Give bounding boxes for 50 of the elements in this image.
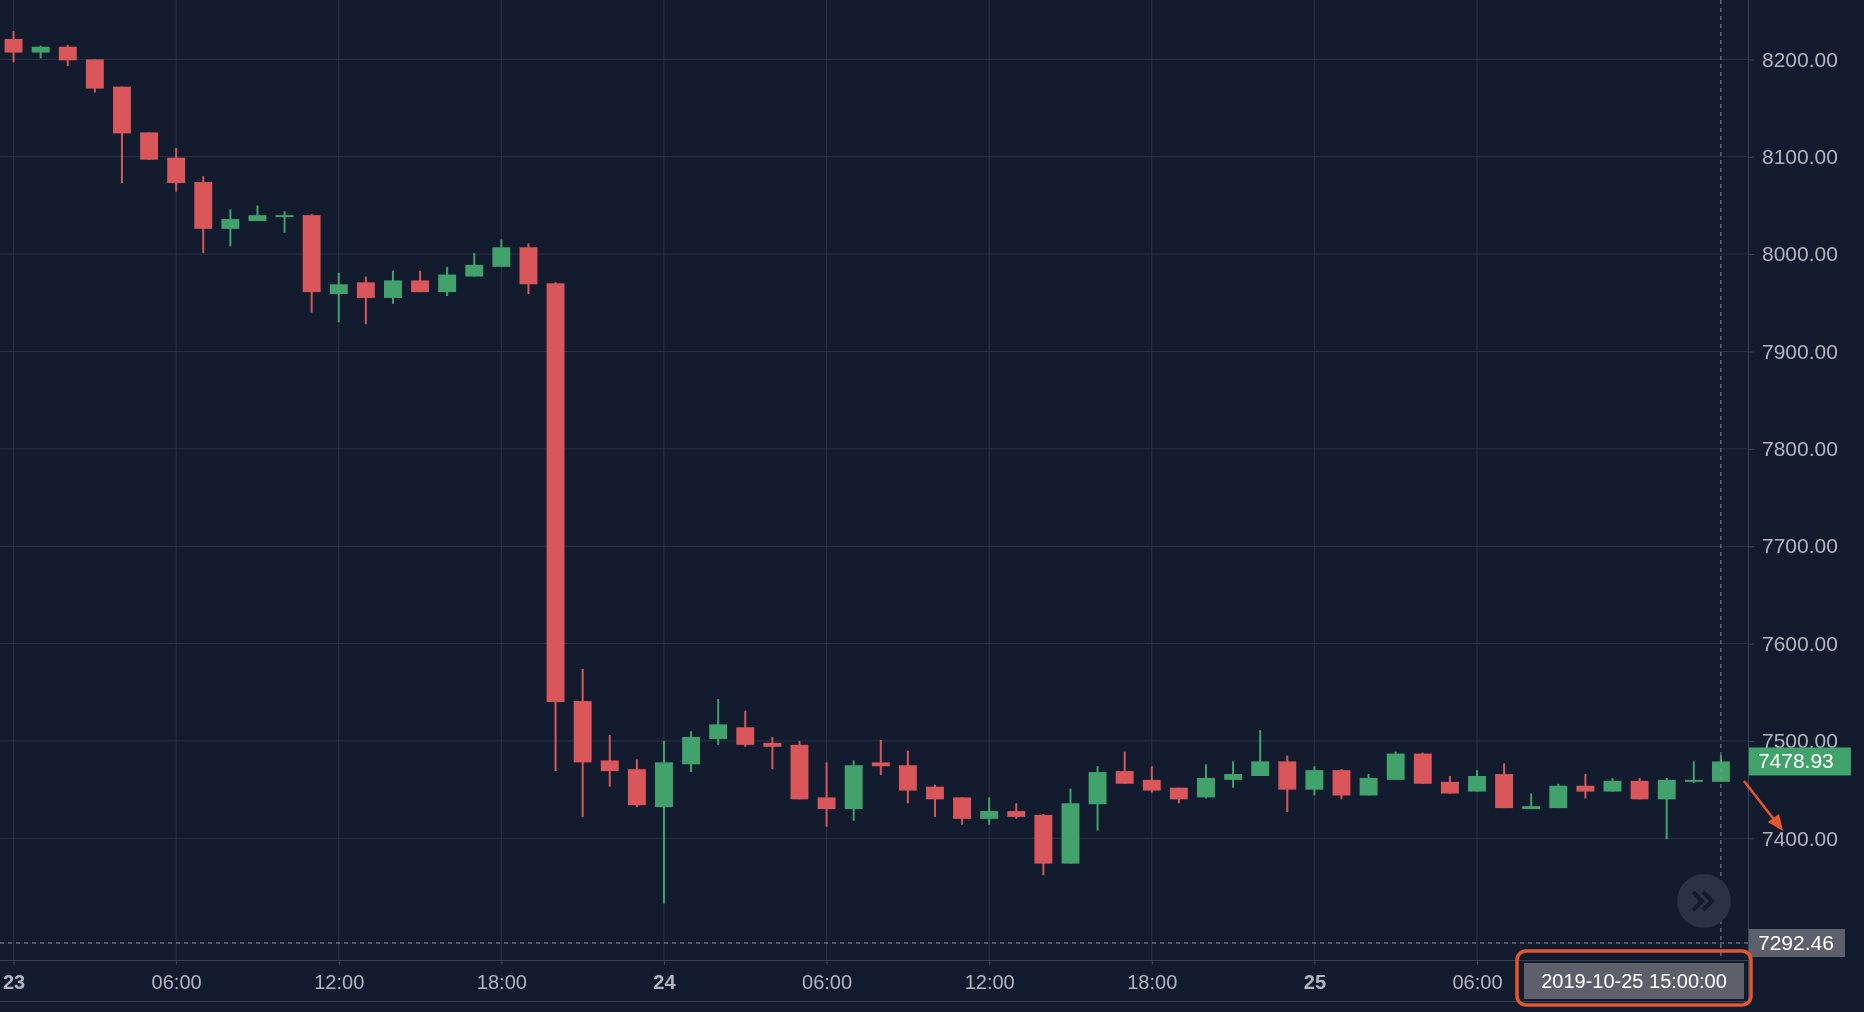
candlestick (1224, 760, 1243, 789)
ref-line-label: 2019-10-25 15:00:00 (1541, 970, 1727, 992)
y-tick-label: 8100.00 (1762, 144, 1838, 168)
candlestick (438, 265, 457, 297)
x-tick-label: 24 (653, 971, 677, 994)
candlestick (1576, 773, 1595, 800)
ref-line-label: 7292.46 (1758, 931, 1834, 954)
candlestick (600, 734, 619, 788)
candlestick (329, 271, 348, 324)
candlestick (4, 30, 23, 64)
candlestick (817, 761, 836, 828)
x-tick-label: 06:00 (151, 971, 202, 994)
candlestick (1142, 765, 1161, 794)
candlestick (1197, 763, 1215, 800)
candlestick (1115, 750, 1134, 785)
candlestick (1305, 765, 1324, 797)
candlestick (709, 698, 728, 746)
y-tick-label: 8000.00 (1762, 242, 1838, 266)
candlestick (1251, 729, 1270, 777)
x-tick-label: 06:00 (802, 971, 853, 994)
x-tick-label: 06:00 (1452, 971, 1503, 994)
candlestick (356, 275, 375, 326)
candlestick (1657, 776, 1676, 841)
candlestick (1549, 782, 1568, 810)
candlestick (384, 269, 402, 305)
y-tick-label: 7600.00 (1762, 631, 1838, 655)
candlestick (492, 238, 511, 268)
x-tick-label: 23 (2, 971, 26, 994)
candlestick (763, 736, 782, 771)
candlestick (1468, 769, 1486, 793)
x-tick-label: 18:00 (476, 971, 527, 994)
candlestick (1684, 760, 1703, 784)
candlestick (926, 783, 944, 818)
candlestick (871, 738, 890, 777)
x-tick-label: 12:00 (964, 971, 1015, 994)
candlestick (221, 208, 240, 248)
candlestick (736, 709, 755, 748)
x-tick-label: 12:00 (314, 971, 365, 994)
y-tick-label: 7800.00 (1762, 437, 1838, 461)
candlestick (58, 43, 77, 68)
y-tick-label: 8200.00 (1762, 47, 1838, 71)
y-tick-label: 7700.00 (1762, 534, 1838, 558)
candlestick (465, 252, 484, 278)
candlestick (953, 796, 972, 826)
candlestick (275, 210, 294, 234)
x-tick-label: 18:00 (1127, 971, 1178, 994)
x-tick-label: 25 (1303, 971, 1327, 994)
y-tick-label: 7400.00 (1762, 826, 1838, 850)
candlestick (980, 796, 999, 826)
y-tick-label: 7900.00 (1762, 339, 1838, 363)
